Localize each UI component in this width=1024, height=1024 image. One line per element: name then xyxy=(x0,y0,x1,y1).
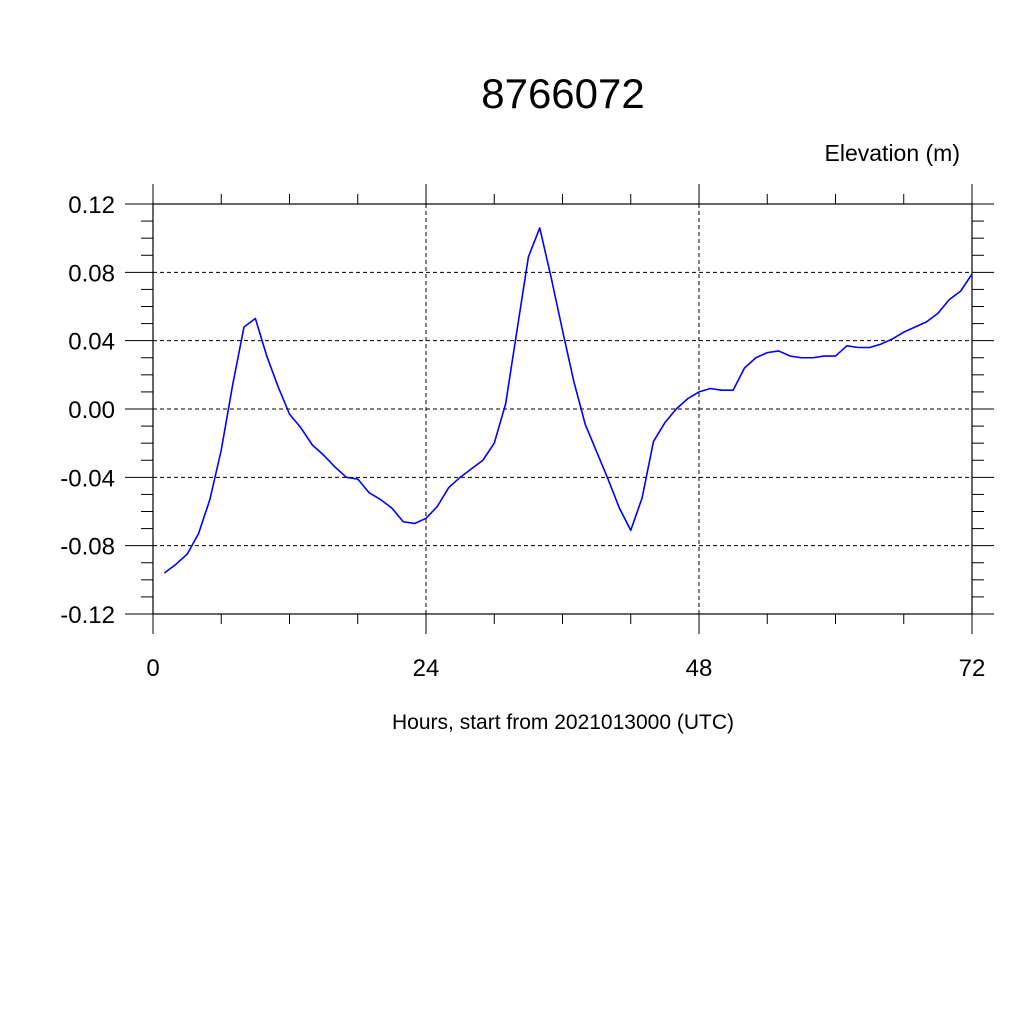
x-tick-label: 0 xyxy=(146,655,159,682)
y-tick-label: 0.12 xyxy=(68,192,115,219)
x-axis-label: Hours, start from 2021013000 (UTC) xyxy=(392,711,734,734)
grid xyxy=(153,204,972,614)
y-tick-label: 0.00 xyxy=(68,397,115,424)
y-tick-label: 0.08 xyxy=(68,260,115,287)
x-tick-label: 24 xyxy=(413,655,440,682)
y-tick-label: 0.04 xyxy=(68,329,115,356)
axes: 0 24 48 72 -0.12 -0.08 -0.04 0.00 0.04 0.08 0.12 xyxy=(60,184,994,682)
series-line-1 xyxy=(163,227,973,574)
y-axis-label: Elevation (m) xyxy=(825,140,960,166)
series-layer xyxy=(163,227,973,574)
x-tick-label: 72 xyxy=(959,655,986,682)
y-tick-label: -0.12 xyxy=(60,602,115,629)
chart-title: 8766072 xyxy=(481,70,645,117)
y-tick-label: -0.04 xyxy=(60,465,115,492)
x-tick-label: 48 xyxy=(686,655,713,682)
y-tick-label: -0.08 xyxy=(60,534,115,561)
